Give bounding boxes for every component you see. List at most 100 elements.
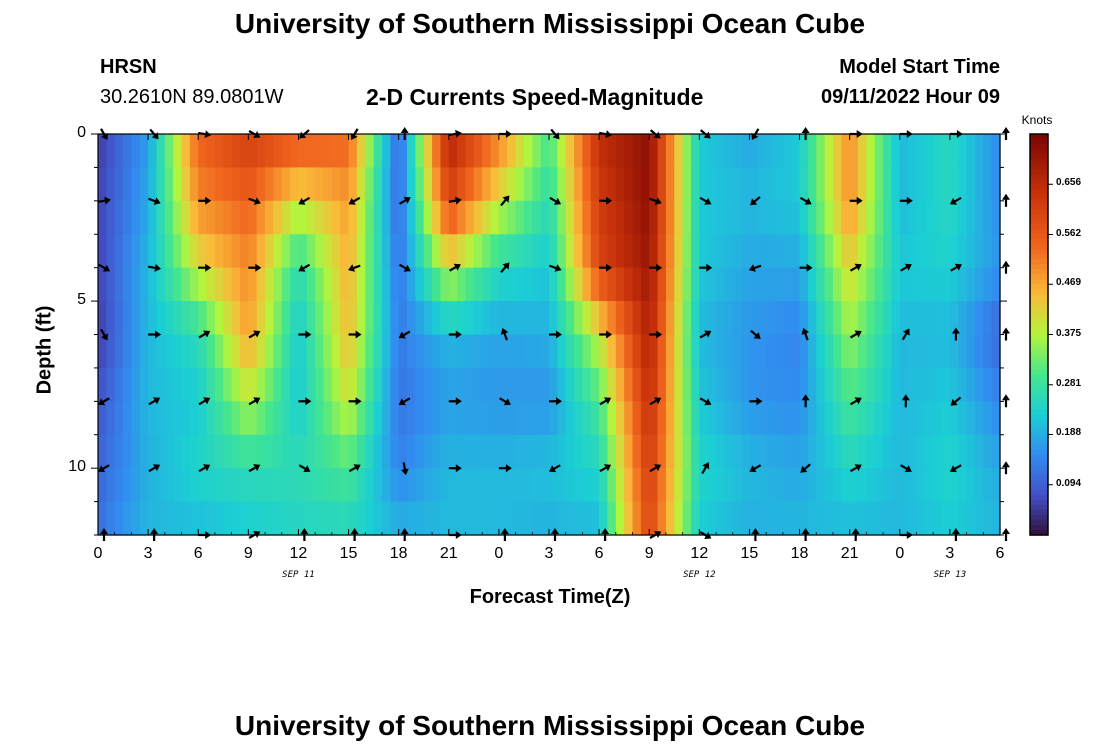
- heatmap-cell: [98, 234, 107, 269]
- current-arrows: [97, 127, 1010, 541]
- heatmap-cell: [331, 334, 341, 369]
- heatmap-cell: [131, 501, 141, 536]
- colorbar-segment: [1030, 329, 1048, 336]
- heatmap-cell: [148, 401, 158, 436]
- heatmap-cell: [732, 501, 742, 536]
- heatmap-cell: [498, 367, 508, 402]
- heatmap-cell: [164, 134, 174, 169]
- heatmap-cell: [214, 334, 224, 369]
- heatmap-cell: [732, 234, 742, 269]
- current-arrow: [950, 263, 962, 272]
- heatmap-cell: [423, 267, 433, 302]
- heatmap-cell: [306, 267, 316, 302]
- heatmap-cell: [874, 367, 884, 402]
- x-tick-label: 6: [193, 545, 203, 562]
- heatmap-cell: [490, 267, 500, 302]
- heatmap-cell: [181, 301, 191, 336]
- heatmap-cell: [256, 501, 266, 536]
- y-axis-ticks: [91, 133, 1007, 536]
- heatmap-cell: [557, 334, 567, 369]
- heatmap-cell: [482, 200, 492, 235]
- heatmap-cell: [707, 134, 717, 169]
- heatmap-cell: [966, 334, 976, 369]
- heatmap-cell: [173, 200, 183, 235]
- heatmap-cell: [331, 501, 341, 536]
- heatmap-cell: [849, 267, 859, 302]
- heatmap-cell: [665, 301, 675, 336]
- heatmap-cell: [398, 267, 408, 302]
- current-arrow: [799, 196, 812, 205]
- heatmap-cell: [991, 401, 1001, 436]
- heatmap-cell: [766, 167, 776, 202]
- heatmap-cell: [365, 267, 375, 302]
- heatmap-cell: [832, 234, 842, 269]
- heatmap-cell: [716, 267, 725, 302]
- heatmap-cell: [323, 501, 333, 536]
- heatmap-cell: [231, 234, 241, 269]
- heatmap-cell: [256, 401, 266, 436]
- current-arrow: [248, 263, 262, 272]
- heatmap-cell: [231, 434, 241, 469]
- heatmap-cell: [448, 200, 458, 235]
- heatmap-cell: [423, 501, 433, 536]
- heatmap-cell: [599, 434, 609, 469]
- current-arrow: [749, 464, 762, 473]
- current-arrow: [599, 330, 613, 339]
- current-arrow: [500, 327, 509, 341]
- heatmap-cell: [899, 434, 909, 469]
- heatmap-cell: [807, 200, 817, 235]
- heatmap-cell: [682, 434, 692, 469]
- colorbar-segment: [1030, 489, 1048, 496]
- heatmap-cell: [164, 167, 174, 202]
- heatmap-cell: [381, 134, 391, 169]
- heatmap-cell: [181, 234, 191, 269]
- heatmap-cell: [515, 401, 525, 436]
- heatmap-cell: [732, 167, 742, 202]
- heatmap-cell: [189, 267, 199, 302]
- heatmap-cell: [757, 301, 767, 336]
- heatmap-cell: [123, 401, 133, 436]
- heatmap-cell: [490, 167, 500, 202]
- current-arrow: [97, 464, 110, 473]
- heatmap-cell: [549, 367, 558, 402]
- heatmap-cell: [874, 401, 884, 436]
- heatmap-cell: [457, 267, 467, 302]
- heatmap-cell: [198, 501, 208, 536]
- heatmap-cell: [574, 200, 584, 235]
- heatmap-cell: [498, 200, 508, 235]
- heatmap-cell: [849, 134, 859, 169]
- heatmap-cell: [473, 200, 483, 235]
- heatmap-cell: [498, 301, 508, 336]
- heatmap-cell: [365, 167, 375, 202]
- heatmap-cell: [482, 434, 492, 469]
- heatmap-cell: [565, 367, 575, 402]
- heatmap-cell: [356, 200, 366, 235]
- heatmap-cell: [457, 367, 467, 402]
- heatmap-cell: [724, 200, 734, 235]
- colorbar-segment: [1030, 214, 1048, 220]
- heatmap-cell: [189, 468, 199, 503]
- heatmap-cell: [231, 501, 241, 536]
- heatmap-cell: [699, 267, 709, 302]
- heatmap-cell: [599, 468, 609, 503]
- heatmap-cell: [741, 501, 751, 536]
- heatmap-cell: [599, 501, 609, 536]
- heatmap-cell: [866, 167, 876, 202]
- heatmap-cell: [632, 501, 642, 536]
- heatmap-cell: [741, 468, 751, 503]
- heatmap-cell: [532, 200, 542, 235]
- heatmap-cell: [265, 401, 274, 436]
- heatmap-cell: [139, 367, 149, 402]
- heatmap-cell: [974, 468, 984, 503]
- heatmap-cell: [123, 501, 133, 536]
- current-arrow: [248, 330, 261, 339]
- heatmap-cell: [966, 234, 976, 269]
- heatmap-cell: [724, 468, 734, 503]
- heatmap-cell: [599, 267, 609, 302]
- heatmap-cell: [791, 167, 801, 202]
- heatmap-cell: [515, 167, 525, 202]
- current-arrow: [348, 397, 362, 406]
- heatmap-cell: [549, 334, 558, 369]
- heatmap-cell: [991, 468, 1001, 503]
- heatmap-cell: [340, 234, 350, 269]
